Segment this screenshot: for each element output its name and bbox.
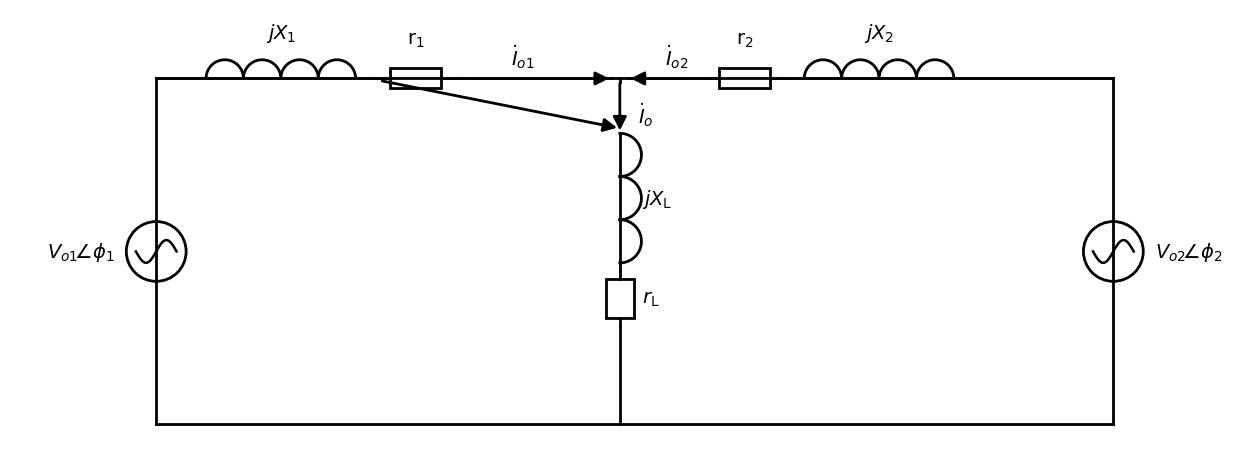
- Text: $\dot{I}_{o2}$: $\dot{I}_{o2}$: [666, 44, 689, 71]
- Text: $jX_2$: $jX_2$: [864, 21, 894, 44]
- Text: $\mathrm{r}_1$: $\mathrm{r}_1$: [407, 31, 424, 50]
- Bar: [718, 69, 770, 89]
- Bar: [389, 69, 441, 89]
- Text: $\mathrm{r}_2$: $\mathrm{r}_2$: [735, 31, 753, 50]
- Text: $\dot{I}_o$: $\dot{I}_o$: [637, 101, 653, 129]
- Text: $\dot{I}_{o1}$: $\dot{I}_{o1}$: [511, 44, 534, 71]
- Text: $V_{o2}\!\angle\phi_2$: $V_{o2}\!\angle\phi_2$: [1156, 240, 1223, 263]
- Text: $V_{o1}\!\angle\phi_1$: $V_{o1}\!\angle\phi_1$: [47, 240, 114, 263]
- Text: $jX_{\mathrm{L}}$: $jX_{\mathrm{L}}$: [642, 187, 672, 210]
- Text: $r_{\mathrm{L}}$: $r_{\mathrm{L}}$: [642, 289, 660, 308]
- Text: $jX_1$: $jX_1$: [265, 21, 296, 44]
- Bar: [606, 279, 634, 319]
